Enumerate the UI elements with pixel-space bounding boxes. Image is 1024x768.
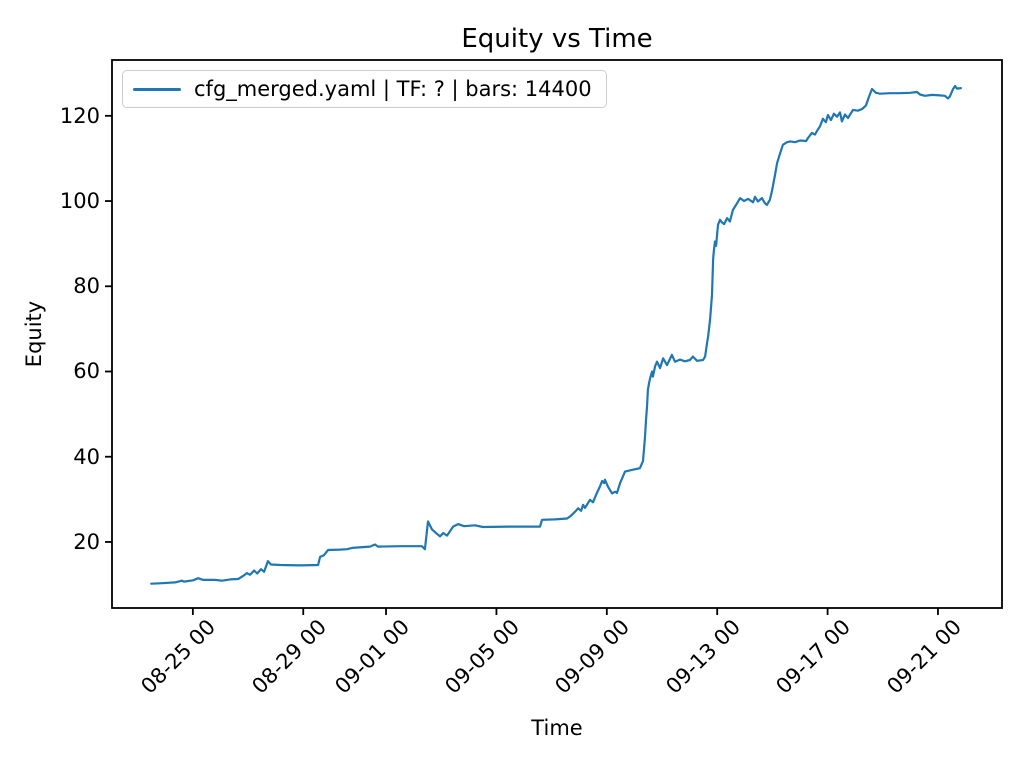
tick-marks: [105, 114, 939, 615]
y-tick-label: 80: [73, 274, 100, 299]
legend-line-sample: [133, 87, 181, 91]
equity-line-series: [150, 84, 962, 585]
y-tick-label: 20: [73, 529, 100, 554]
y-tick-label: 60: [73, 359, 100, 384]
y-tick-label: 120: [59, 103, 100, 128]
y-tick-label: 100: [59, 189, 100, 214]
legend-box: cfg_merged.yaml | TF: ? | bars: 14400: [122, 70, 607, 108]
x-axis-label: Time: [531, 716, 583, 740]
chart-title: Equity vs Time: [461, 24, 653, 54]
axes-spines: [111, 59, 1003, 609]
legend-series-label: cfg_merged.yaml | TF: ? | bars: 14400: [194, 77, 592, 101]
y-tick-label: 40: [73, 444, 100, 469]
